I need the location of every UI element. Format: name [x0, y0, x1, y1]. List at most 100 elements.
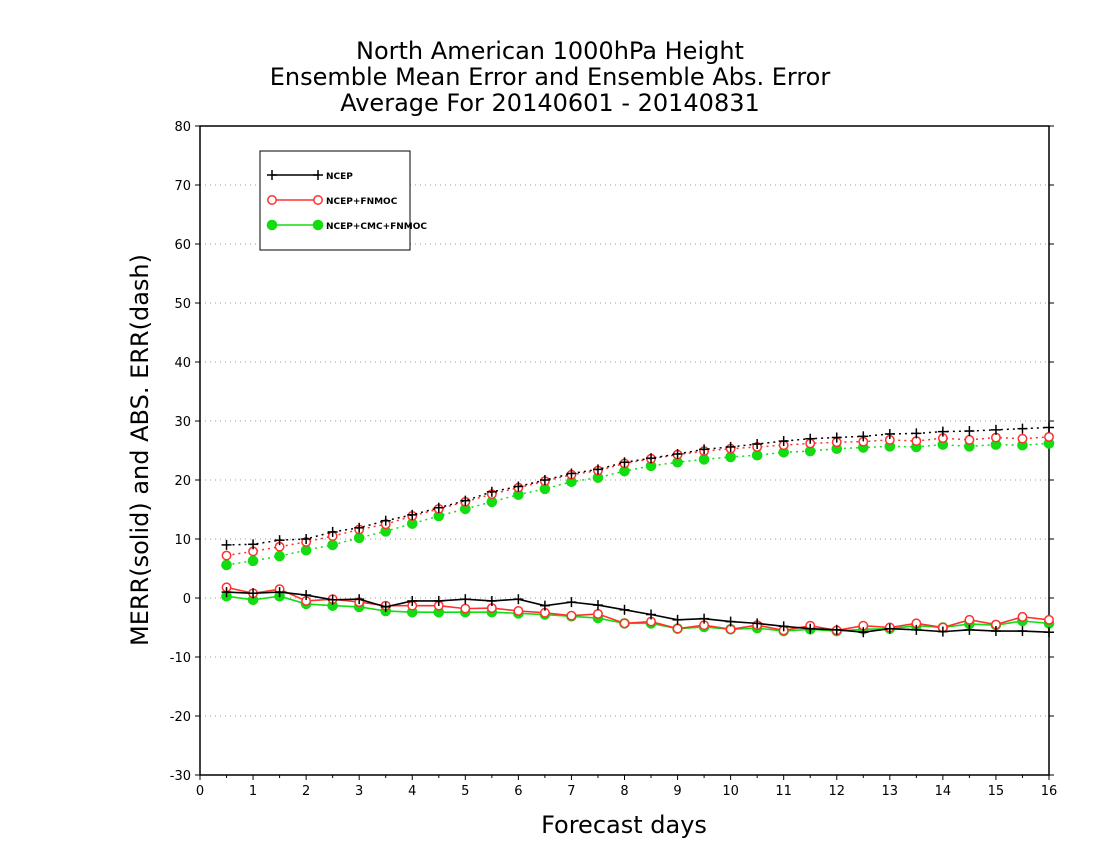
abs-err-point-ncep [566, 468, 577, 479]
merr-point-ncep [619, 604, 630, 615]
abs-err-point-ncep [778, 436, 789, 447]
abs-err-point-ncep-fnmoc [1017, 433, 1028, 444]
abs-err-point-ncep [805, 433, 816, 444]
abs-err-point-ncep-cmc-fnmoc [221, 559, 232, 571]
abs-err-point-ncep [301, 534, 312, 544]
y-tick-label: 50 [174, 297, 191, 312]
chart-title-line-2: Ensemble Mean Error and Ensemble Abs. Er… [269, 63, 831, 91]
abs-err-point-ncep [858, 431, 869, 442]
merr-point-ncep-fnmoc [619, 618, 630, 629]
y-tick-label: -30 [170, 769, 191, 784]
x-tick-label: 7 [567, 784, 575, 799]
x-tick-label: 13 [882, 784, 899, 799]
abs-err-point-ncep [1044, 422, 1054, 433]
y-axis-label: MERR(solid) and ABS. ERR(dash) [126, 254, 154, 646]
abs-err-point-ncep [831, 432, 842, 443]
abs-err-point-ncep [646, 453, 657, 464]
x-tick-label: 2 [302, 784, 310, 799]
x-tick-label: 11 [775, 784, 792, 799]
abs-err-point-ncep [327, 526, 338, 537]
y-tick-label: 20 [174, 474, 191, 489]
merr-point-ncep [778, 621, 789, 632]
merr-point-ncep [380, 601, 391, 612]
series-abs-err-line-ncep-fnmoc [226, 436, 1050, 557]
x-tick-label: 4 [408, 784, 416, 799]
merr-point-ncep [407, 595, 418, 606]
abs-err-point-ncep [380, 515, 391, 526]
abs-err-point-ncep [248, 539, 259, 550]
x-tick-label: 3 [355, 784, 363, 799]
legend-marker-right-ncep [313, 170, 323, 180]
abs-err-point-ncep [407, 509, 418, 520]
legend-marker-left-ncep [267, 170, 277, 180]
abs-err-point-ncep-fnmoc [1044, 431, 1054, 442]
x-tick-label: 15 [988, 784, 1005, 799]
merr-point-ncep [513, 594, 524, 605]
merr-point-ncep-fnmoc [672, 623, 683, 634]
legend-marker-left-ncep-cmc-fnmoc [266, 219, 278, 231]
abs-err-point-ncep [513, 481, 524, 492]
merr-point-ncep [486, 595, 497, 606]
chart-title-line-1: North American 1000hPa Height [356, 37, 744, 65]
merr-point-ncep-fnmoc [566, 610, 577, 621]
abs-err-point-ncep [699, 444, 710, 455]
x-tick-label: 10 [722, 784, 739, 799]
abs-err-point-ncep [937, 426, 948, 437]
x-tick-label: 0 [196, 784, 204, 799]
legend-marker-right-ncep-fnmoc [313, 195, 323, 205]
y-tick-label: 60 [174, 238, 191, 253]
legend-marker-right-ncep-cmc-fnmoc [312, 219, 324, 231]
x-tick-label: 6 [514, 784, 522, 799]
merr-point-ncep-fnmoc [460, 603, 471, 614]
abs-err-point-ncep [460, 495, 471, 506]
merr-point-ncep-fnmoc [1017, 611, 1028, 622]
merr-point-ncep [646, 609, 657, 620]
legend-label-ncep-fnmoc: NCEP+FNMOC [326, 197, 398, 207]
abs-err-point-ncep [911, 428, 922, 439]
merr-point-ncep [354, 594, 365, 605]
merr-point-ncep [964, 624, 975, 635]
abs-err-point-ncep [752, 439, 763, 450]
merr-point-ncep-fnmoc [964, 614, 975, 625]
merr-point-ncep [566, 597, 577, 608]
series-abs-err-line-ncep-cmc-fnmoc [226, 442, 1050, 566]
abs-err-point-ncep [592, 464, 603, 475]
x-tick-label: 16 [1041, 784, 1058, 799]
x-tick-label: 8 [620, 784, 628, 799]
abs-err-point-ncep [1017, 423, 1028, 434]
y-tick-label: -10 [170, 651, 191, 666]
merr-point-ncep [752, 618, 763, 629]
abs-err-point-ncep [539, 475, 550, 485]
x-tick-label: 12 [828, 784, 845, 799]
merr-point-ncep [460, 594, 471, 605]
legend-marker-left-ncep-fnmoc [267, 195, 277, 205]
merr-point-ncep [725, 616, 736, 627]
abs-err-point-ncep-cmc-fnmoc [247, 555, 259, 567]
abs-err-point-ncep-fnmoc [221, 550, 232, 561]
merr-point-ncep [937, 626, 948, 637]
merr-point-ncep [301, 590, 312, 601]
series-abs-err-line-ncep [226, 426, 1050, 546]
abs-err-point-ncep [354, 522, 365, 533]
x-tick-label: 9 [673, 784, 681, 799]
merr-point-ncep [1044, 627, 1054, 638]
y-tick-label: 0 [183, 592, 191, 607]
abs-err-point-ncep [964, 426, 975, 437]
abs-err-point-ncep [619, 457, 630, 468]
abs-err-point-ncep-cmc-fnmoc [274, 550, 285, 562]
merr-point-ncep [911, 624, 922, 635]
x-tick-label: 5 [461, 784, 469, 799]
abs-err-point-ncep-cmc-fnmoc [327, 539, 338, 551]
chart-title-line-3: Average For 20140601 - 20140831 [340, 89, 760, 117]
merr-point-ncep-fnmoc [513, 606, 524, 616]
merr-point-ncep-fnmoc [593, 608, 603, 619]
abs-err-point-ncep [725, 441, 736, 452]
y-tick-label: -20 [170, 710, 191, 725]
y-tick-label: 40 [174, 356, 191, 371]
merr-point-ncep [884, 623, 895, 634]
legend: NCEP NCEP+FNMOC NCEP+CMC+FNMOC [259, 150, 427, 251]
merr-point-ncep [539, 600, 550, 611]
abs-err-point-ncep-fnmoc [964, 434, 975, 445]
merr-point-ncep [433, 595, 444, 606]
